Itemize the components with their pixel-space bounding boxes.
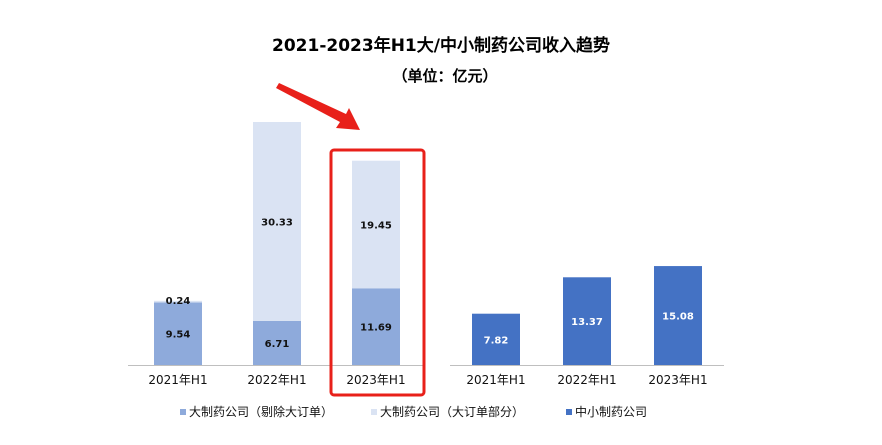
x-tick-label: 2022年H1 [247, 373, 306, 387]
chart-subtitle: （单位：亿元） [392, 67, 497, 85]
bar [563, 277, 611, 365]
legend-label: 大制药公司（剔除大订单） [189, 404, 333, 419]
data-label: 6.71 [265, 339, 290, 350]
data-label: 19.45 [360, 221, 392, 232]
data-label: 7.82 [484, 335, 509, 346]
data-label: 9.54 [166, 330, 191, 341]
legend-label: 大制药公司（大订单部分） [380, 404, 524, 419]
bar [472, 313, 520, 365]
bar [154, 302, 202, 365]
x-tick-label: 2021年H1 [148, 373, 207, 387]
data-label: 13.37 [571, 317, 603, 328]
chart-title: 2021-2023年H1大/中小制药公司收入趋势 [272, 35, 610, 56]
highlight-box [329, 148, 426, 397]
bar [253, 122, 301, 321]
x-tick-label: 2021年H1 [466, 373, 525, 387]
bar [654, 266, 702, 365]
legend-swatch [180, 409, 186, 415]
x-tick-label: 2023年H1 [346, 373, 405, 387]
data-label: 0.24 [166, 296, 191, 307]
x-tick-label: 2023年H1 [648, 373, 707, 387]
legend-item: 大制药公司（大订单部分） [371, 404, 524, 419]
legend-swatch [566, 409, 572, 415]
data-label: 30.33 [261, 217, 293, 228]
bar [352, 288, 400, 365]
legend-item: 中小制药公司 [566, 404, 647, 419]
annotation-arrow [276, 83, 360, 130]
bar [253, 320, 301, 365]
data-label: 11.69 [360, 323, 392, 334]
bar [352, 160, 400, 289]
data-label: 15.08 [662, 312, 694, 323]
legend-item: 大制药公司（剔除大订单） [180, 404, 333, 419]
x-tick-label: 2022年H1 [557, 373, 616, 387]
legend-swatch [371, 409, 377, 415]
arrow-shape [276, 83, 360, 130]
bar [154, 300, 202, 303]
legend-label: 中小制药公司 [575, 404, 647, 419]
